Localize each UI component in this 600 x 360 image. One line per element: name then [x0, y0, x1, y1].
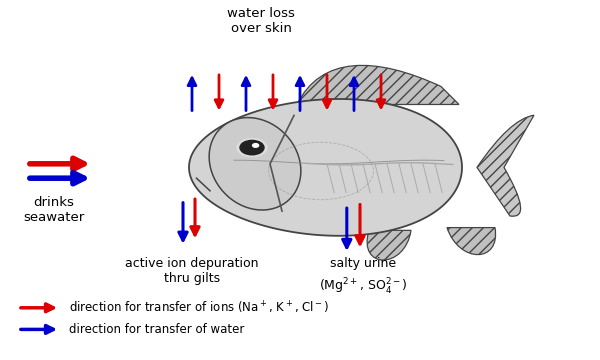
Circle shape: [237, 139, 267, 157]
PathPatch shape: [447, 228, 496, 255]
PathPatch shape: [477, 115, 534, 216]
Text: salty urine: salty urine: [330, 257, 396, 270]
Ellipse shape: [209, 118, 301, 210]
Text: active ion depuration
thru gilts: active ion depuration thru gilts: [125, 257, 259, 285]
PathPatch shape: [277, 189, 339, 225]
Text: direction for transfer of ions (Na$^+$, K$^+$, Cl$^-$): direction for transfer of ions (Na$^+$, …: [69, 300, 329, 316]
Text: direction for transfer of water: direction for transfer of water: [69, 323, 244, 336]
PathPatch shape: [189, 99, 462, 236]
Circle shape: [253, 144, 259, 147]
Text: water loss
over skin: water loss over skin: [227, 7, 295, 35]
PathPatch shape: [367, 230, 411, 260]
PathPatch shape: [297, 66, 459, 104]
Text: (Mg$^{2+}$, SO$_4^{2-}$): (Mg$^{2+}$, SO$_4^{2-}$): [319, 277, 407, 297]
Text: drinks
seawater: drinks seawater: [23, 196, 85, 224]
Circle shape: [240, 140, 264, 155]
